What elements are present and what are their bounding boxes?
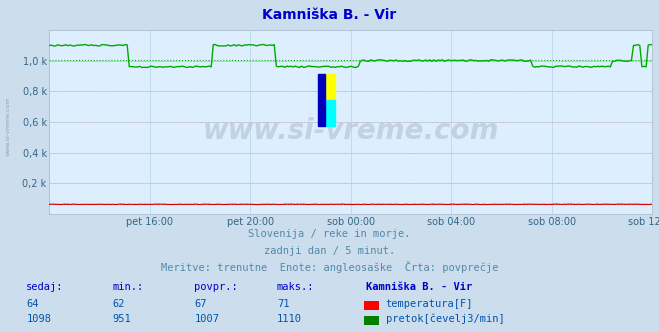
Text: zadnji dan / 5 minut.: zadnji dan / 5 minut. bbox=[264, 246, 395, 256]
Text: povpr.:: povpr.: bbox=[194, 282, 238, 292]
Text: maks.:: maks.: bbox=[277, 282, 314, 292]
Text: temperatura[F]: temperatura[F] bbox=[386, 299, 473, 309]
Text: pretok[čevelj3/min]: pretok[čevelj3/min] bbox=[386, 313, 504, 324]
Bar bbox=[324, 74, 335, 100]
Text: www.si-vreme.com: www.si-vreme.com bbox=[5, 96, 11, 156]
Text: Meritve: trenutne  Enote: angleosaške  Črta: povprečje: Meritve: trenutne Enote: angleosaške Črt… bbox=[161, 261, 498, 273]
Text: Kamniška B. - Vir: Kamniška B. - Vir bbox=[262, 8, 397, 22]
Text: 64: 64 bbox=[26, 299, 39, 309]
Text: 1007: 1007 bbox=[194, 314, 219, 324]
Text: www.si-vreme.com: www.si-vreme.com bbox=[203, 117, 499, 145]
Text: sedaj:: sedaj: bbox=[26, 282, 64, 292]
Text: min.:: min.: bbox=[112, 282, 143, 292]
Text: 951: 951 bbox=[112, 314, 130, 324]
Text: Slovenija / reke in morje.: Slovenija / reke in morje. bbox=[248, 229, 411, 239]
Text: 71: 71 bbox=[277, 299, 289, 309]
Text: 62: 62 bbox=[112, 299, 125, 309]
Text: 1110: 1110 bbox=[277, 314, 302, 324]
Bar bbox=[318, 74, 325, 126]
Text: 1098: 1098 bbox=[26, 314, 51, 324]
Bar bbox=[324, 100, 335, 126]
Text: 67: 67 bbox=[194, 299, 207, 309]
Text: Kamniška B. - Vir: Kamniška B. - Vir bbox=[366, 282, 472, 292]
